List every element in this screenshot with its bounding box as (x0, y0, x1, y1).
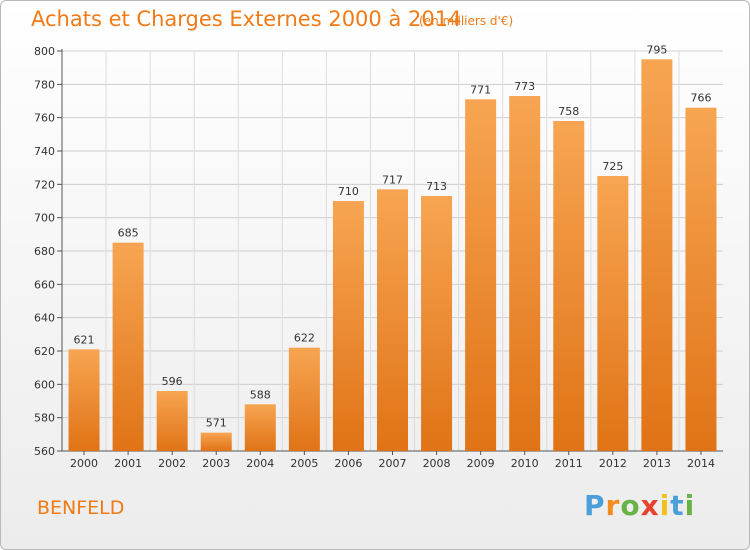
y-tick-label: 600 (34, 378, 55, 391)
x-tick-label: 2013 (643, 457, 671, 470)
y-tick-label: 580 (34, 412, 55, 425)
x-tick-label: 2004 (246, 457, 274, 470)
bar (597, 176, 629, 451)
bars (68, 59, 717, 452)
y-tick-label: 800 (34, 45, 55, 58)
bar (244, 404, 276, 451)
data-label: 766 (690, 92, 711, 105)
data-label: 622 (294, 332, 315, 345)
data-label: 773 (514, 80, 535, 93)
data-label: 717 (382, 173, 403, 186)
bar (288, 347, 320, 451)
data-label: 588 (250, 388, 271, 401)
y-tick-label: 640 (34, 312, 55, 325)
y-tick-label: 680 (34, 245, 55, 258)
x-tick-label: 2009 (467, 457, 495, 470)
bar (112, 242, 144, 451)
bar (465, 99, 497, 451)
y-tick-label: 720 (34, 178, 55, 191)
data-label: 710 (338, 185, 359, 198)
x-tick-label: 2006 (334, 457, 362, 470)
bar (553, 121, 585, 451)
proxiti-logo: Proxiti (584, 489, 695, 522)
y-tick-label: 760 (34, 112, 55, 125)
logo-letter: P (584, 489, 606, 522)
y-tick-label: 780 (34, 78, 55, 91)
data-label: 758 (558, 105, 579, 118)
bar (641, 59, 673, 451)
x-tick-label: 2002 (158, 457, 186, 470)
y-tick-label: 660 (34, 278, 55, 291)
bar (68, 349, 100, 451)
bar (332, 201, 364, 451)
y-tick-label: 700 (34, 212, 55, 225)
bar (377, 189, 408, 452)
bar (156, 391, 188, 451)
bar (200, 432, 232, 451)
data-label: 571 (206, 417, 227, 430)
x-tick-label: 2000 (70, 457, 98, 470)
data-label: 713 (426, 180, 447, 193)
x-tick-label: 2008 (423, 457, 451, 470)
logo-letter: r (605, 489, 621, 522)
data-label: 685 (118, 227, 139, 240)
data-labels: 621 685 596 571 588 622 710 717 713 771 773 758 725 7… (74, 43, 712, 429)
bar (685, 107, 717, 452)
y-tick-label: 560 (34, 445, 55, 458)
data-label: 795 (646, 43, 667, 56)
y-tick-label: 740 (34, 145, 55, 158)
x-tick-label: 2007 (379, 457, 407, 470)
x-tick-label: 2001 (114, 457, 142, 470)
logo-letter: x (640, 489, 660, 522)
x-tick-label: 2003 (202, 457, 230, 470)
logo-letter: o (620, 489, 641, 522)
logo-letter: i (684, 489, 696, 522)
data-label: 621 (74, 333, 95, 346)
bar (421, 196, 453, 451)
logo-letter: t (670, 489, 685, 522)
x-tick-label: 2010 (511, 457, 539, 470)
x-tick-label: 2014 (687, 457, 715, 470)
city-name: BENFELD (37, 497, 125, 519)
bar (509, 96, 541, 451)
data-label: 725 (602, 160, 623, 173)
data-label: 771 (470, 83, 491, 96)
chart-title: Achats et Charges Externes 2000 à 2014 (31, 7, 462, 31)
y-tick-label: 620 (34, 345, 55, 358)
chart-subtitle: (en milliers d'€) (419, 14, 514, 28)
data-label: 596 (162, 375, 183, 388)
x-tick-label: 2011 (555, 457, 583, 470)
x-tick-label: 2005 (290, 457, 318, 470)
logo-letter: i (659, 489, 671, 522)
x-tick-label: 2012 (599, 457, 627, 470)
